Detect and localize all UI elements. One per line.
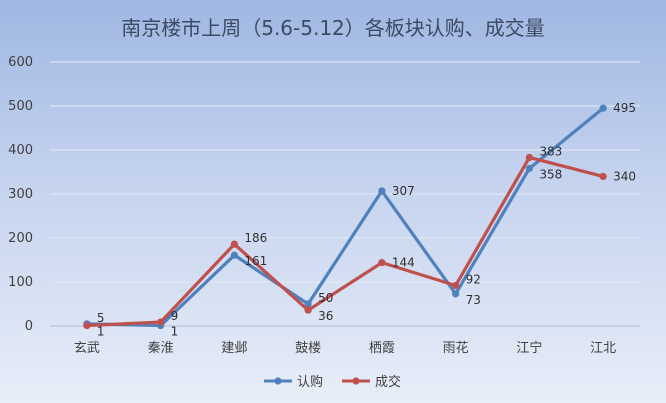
x-axis-ticks: 玄武 秦淮 建邺 鼓楼 栖霞 雨花 江宁 江北	[74, 340, 616, 356]
series-point-0	[525, 164, 533, 173]
series-point-1	[304, 306, 312, 314]
x-tick-label: 江北	[590, 341, 616, 356]
y-tick-label: 200	[8, 231, 33, 246]
legend-swatch-marker	[352, 377, 360, 385]
y-tick-label: 400	[8, 143, 33, 158]
series-layer	[83, 104, 607, 330]
series-point-0	[378, 187, 386, 195]
legend[interactable]: 认购 成交	[264, 374, 401, 390]
data-label: 383	[539, 144, 562, 158]
data-label: 358	[539, 167, 562, 181]
data-label: 5	[97, 311, 105, 325]
data-label: 186	[244, 231, 267, 245]
series-point-1	[157, 318, 165, 326]
data-label: 1	[171, 325, 179, 339]
data-label: 307	[392, 184, 415, 198]
series-point-1	[378, 259, 386, 267]
y-tick-label: 300	[8, 187, 33, 202]
series-point-0	[599, 104, 607, 112]
legend-label: 认购	[297, 374, 323, 390]
chart-title: 南京楼市上周（5.6-5.12）各板块认购、成交量	[121, 16, 545, 40]
series-point-1	[83, 321, 91, 330]
data-label: 1	[97, 325, 105, 339]
data-label: 144	[392, 256, 415, 270]
data-label: 36	[318, 309, 333, 323]
series-line-0	[85, 106, 605, 328]
y-axis-ticks: 0 100 200 300 400 500 600	[8, 55, 33, 334]
series-point-1	[230, 240, 238, 248]
data-label: 495	[613, 101, 636, 115]
series-point-0	[452, 290, 460, 298]
x-tick-label: 玄武	[74, 341, 100, 356]
data-label: 9	[171, 309, 179, 323]
y-tick-label: 600	[8, 55, 33, 70]
series-line-1	[85, 155, 605, 328]
data-label: 161	[244, 254, 267, 268]
y-tick-label: 0	[25, 319, 33, 334]
series-point-0	[230, 251, 238, 259]
series-point-0	[304, 300, 312, 308]
x-tick-label: 秦淮	[148, 341, 174, 356]
x-tick-label: 栖霞	[369, 341, 395, 356]
legend-label: 成交	[375, 374, 401, 390]
gridlines	[50, 61, 640, 327]
series-point-1	[525, 153, 533, 162]
y-tick-label: 500	[8, 99, 33, 114]
series-point-1	[599, 172, 607, 180]
data-label: 340	[613, 169, 636, 183]
legend-swatch-marker	[274, 377, 282, 385]
y-tick-label: 100	[8, 275, 33, 290]
data-label: 73	[466, 293, 481, 307]
data-label: 92	[466, 273, 481, 287]
x-tick-label: 建邺	[221, 341, 247, 356]
x-tick-label: 江宁	[516, 340, 542, 356]
data-label: 50	[318, 291, 333, 305]
x-tick-label: 雨花	[443, 340, 469, 356]
x-tick-label: 鼓楼	[295, 341, 321, 356]
series-point-1	[452, 281, 460, 290]
